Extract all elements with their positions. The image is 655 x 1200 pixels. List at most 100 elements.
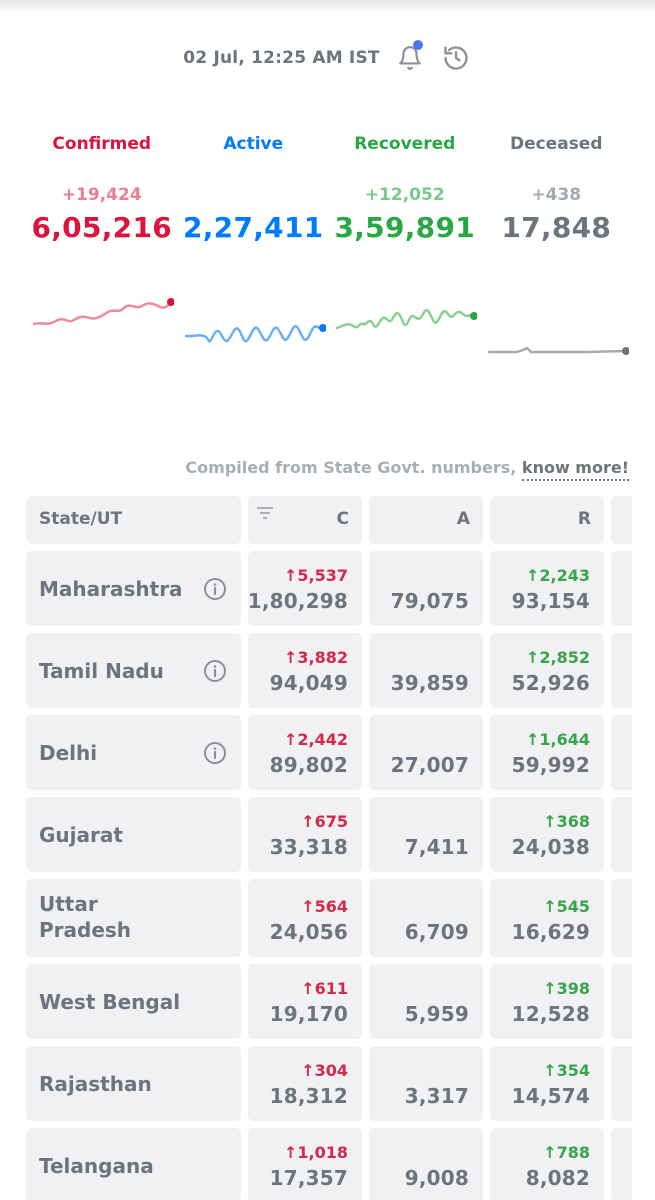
state-cell[interactable]: West Bengal	[26, 964, 241, 1039]
sort-icon	[257, 507, 273, 519]
source-note: Compiled from State Govt. numbers, know …	[185, 458, 629, 481]
confirmed-value: 24,056	[269, 920, 348, 944]
stat-label: Active	[223, 134, 284, 154]
recovered-delta: ↑2,243	[525, 566, 590, 585]
table-row[interactable]: Uttar Pradesh ↑564 24,056 6,709 ↑545 16,629	[26, 879, 632, 957]
info-icon[interactable]	[203, 741, 227, 765]
recovered-value: 52,926	[511, 671, 590, 695]
confirmed-delta: ↑304	[301, 1061, 348, 1080]
state-cell[interactable]: Gujarat	[26, 797, 241, 872]
table-row[interactable]: Telangana ↑1,018 17,357 9,008 ↑788 8,082	[26, 1128, 632, 1200]
state-name: Rajasthan	[39, 1071, 152, 1096]
state-cell[interactable]: Rajasthan	[26, 1046, 241, 1121]
confirmed-delta: ↑675	[301, 812, 348, 831]
active-cell: 27,007	[369, 715, 483, 790]
sparkline-active	[184, 324, 326, 343]
recovered-delta: ↑788	[543, 1143, 590, 1162]
stat-total: 2,27,411	[182, 211, 324, 244]
confirmed-cell: ↑2,442 89,802	[248, 715, 362, 790]
table-header: State/UT C A R	[26, 496, 632, 544]
stat-total: 6,05,216	[31, 211, 173, 244]
header-active[interactable]: A	[369, 496, 483, 544]
active-value: 3,317	[404, 1084, 469, 1108]
active-value: 39,859	[390, 671, 469, 695]
confirmed-delta: ↑5,537	[283, 566, 348, 585]
table-row[interactable]: Tamil Nadu ↑3,882 94,049 39,859 ↑2,852 52,926	[26, 633, 632, 708]
stat-total: 3,59,891	[334, 211, 476, 244]
confirmed-delta: ↑2,442	[283, 730, 348, 749]
header-recovered[interactable]: R	[490, 496, 604, 544]
state-name: Tamil Nadu	[39, 658, 164, 683]
active-cell: 7,411	[369, 797, 483, 872]
table-row[interactable]: West Bengal ↑611 19,170 5,959 ↑398 12,528	[26, 964, 632, 1039]
summary-stats: Confirmed +19,424 6,05,216 Active 2,27,4…	[26, 128, 632, 368]
history-icon[interactable]	[440, 42, 472, 74]
stat-delta: +19,424	[61, 185, 142, 205]
stat-confirmed[interactable]: Confirmed +19,424 6,05,216	[26, 128, 178, 368]
state-cell[interactable]: Delhi	[26, 715, 241, 790]
stat-recovered[interactable]: Recovered +12,052 3,59,891	[329, 128, 481, 368]
recovered-delta: ↑1,644	[525, 730, 590, 749]
deceased-cell	[611, 551, 632, 626]
stat-label: Deceased	[509, 134, 603, 154]
stat-delta	[178, 180, 330, 210]
recovered-value: 16,629	[511, 920, 590, 944]
state-table: State/UT C A R Maharashtra ↑5,537 1,80,298…	[26, 496, 632, 1200]
state-cell[interactable]: Telangana	[26, 1128, 241, 1200]
header-state[interactable]: State/UT	[26, 496, 241, 544]
notification-dot	[412, 40, 423, 50]
confirmed-cell: ↑564 24,056	[248, 879, 362, 957]
confirmed-cell: ↑675 33,318	[248, 797, 362, 872]
active-cell: 3,317	[369, 1046, 483, 1121]
confirmed-delta: ↑1,018	[283, 1143, 348, 1162]
header-state-label: State/UT	[39, 509, 123, 529]
deceased-cell	[611, 964, 632, 1039]
info-icon[interactable]	[203, 577, 227, 601]
bell-icon[interactable]	[394, 40, 426, 74]
sparkline-recovered	[335, 309, 477, 330]
state-cell[interactable]: Tamil Nadu	[26, 633, 241, 708]
confirmed-cell: ↑304 18,312	[248, 1046, 362, 1121]
active-value: 7,411	[404, 835, 469, 859]
stat-active[interactable]: Active 2,27,411	[178, 128, 330, 368]
sparkline-deceased	[487, 346, 629, 355]
state-name: Maharashtra	[39, 576, 183, 601]
table-row[interactable]: Rajasthan ↑304 18,312 3,317 ↑354 14,574	[26, 1046, 632, 1121]
table-row[interactable]: Delhi ↑2,442 89,802 27,007 ↑1,644 59,992	[26, 715, 632, 790]
deceased-cell	[611, 1128, 632, 1200]
active-cell: 39,859	[369, 633, 483, 708]
confirmed-value: 19,170	[269, 1002, 348, 1026]
recovered-value: 14,574	[511, 1084, 590, 1108]
info-icon[interactable]	[203, 659, 227, 683]
table-row[interactable]: Gujarat ↑675 33,318 7,411 ↑368 24,038	[26, 797, 632, 872]
sparkline-confirmed	[32, 298, 174, 326]
header-confirmed[interactable]: C	[248, 496, 362, 544]
state-name: West Bengal	[39, 989, 181, 1014]
recovered-value: 8,082	[525, 1166, 590, 1190]
deceased-cell	[611, 1046, 632, 1121]
recovered-value: 12,528	[511, 1002, 590, 1026]
confirmed-cell: ↑611 19,170	[248, 964, 362, 1039]
header-recovered-label: R	[577, 509, 591, 529]
know-more-link[interactable]: know more!	[521, 458, 629, 481]
last-updated-timestamp: 02 Jul, 12:25 AM IST	[183, 48, 380, 68]
confirmed-value: 89,802	[269, 753, 348, 777]
recovered-cell: ↑2,852 52,926	[490, 633, 604, 708]
deceased-cell	[611, 715, 632, 790]
table-row[interactable]: Maharashtra ↑5,537 1,80,298 79,075 ↑2,243 93,…	[26, 551, 632, 626]
confirmed-value: 33,318	[269, 835, 348, 859]
active-value: 9,008	[404, 1166, 469, 1190]
confirmed-cell: ↑1,018 17,357	[248, 1128, 362, 1200]
confirmed-value: 94,049	[269, 671, 348, 695]
recovered-value: 24,038	[511, 835, 590, 859]
stat-delta: +12,052	[364, 185, 445, 205]
recovered-delta: ↑368	[543, 812, 590, 831]
confirmed-delta: ↑3,882	[283, 648, 348, 667]
last-updated-bar: 02 Jul, 12:25 AM IST	[0, 40, 655, 76]
stat-deceased[interactable]: Deceased +438 17,848	[481, 128, 633, 368]
state-cell[interactable]: Uttar Pradesh	[26, 879, 241, 957]
confirmed-cell: ↑3,882 94,049	[248, 633, 362, 708]
state-cell[interactable]: Maharashtra	[26, 551, 241, 626]
deceased-cell	[611, 633, 632, 708]
header-deceased[interactable]	[611, 496, 632, 544]
